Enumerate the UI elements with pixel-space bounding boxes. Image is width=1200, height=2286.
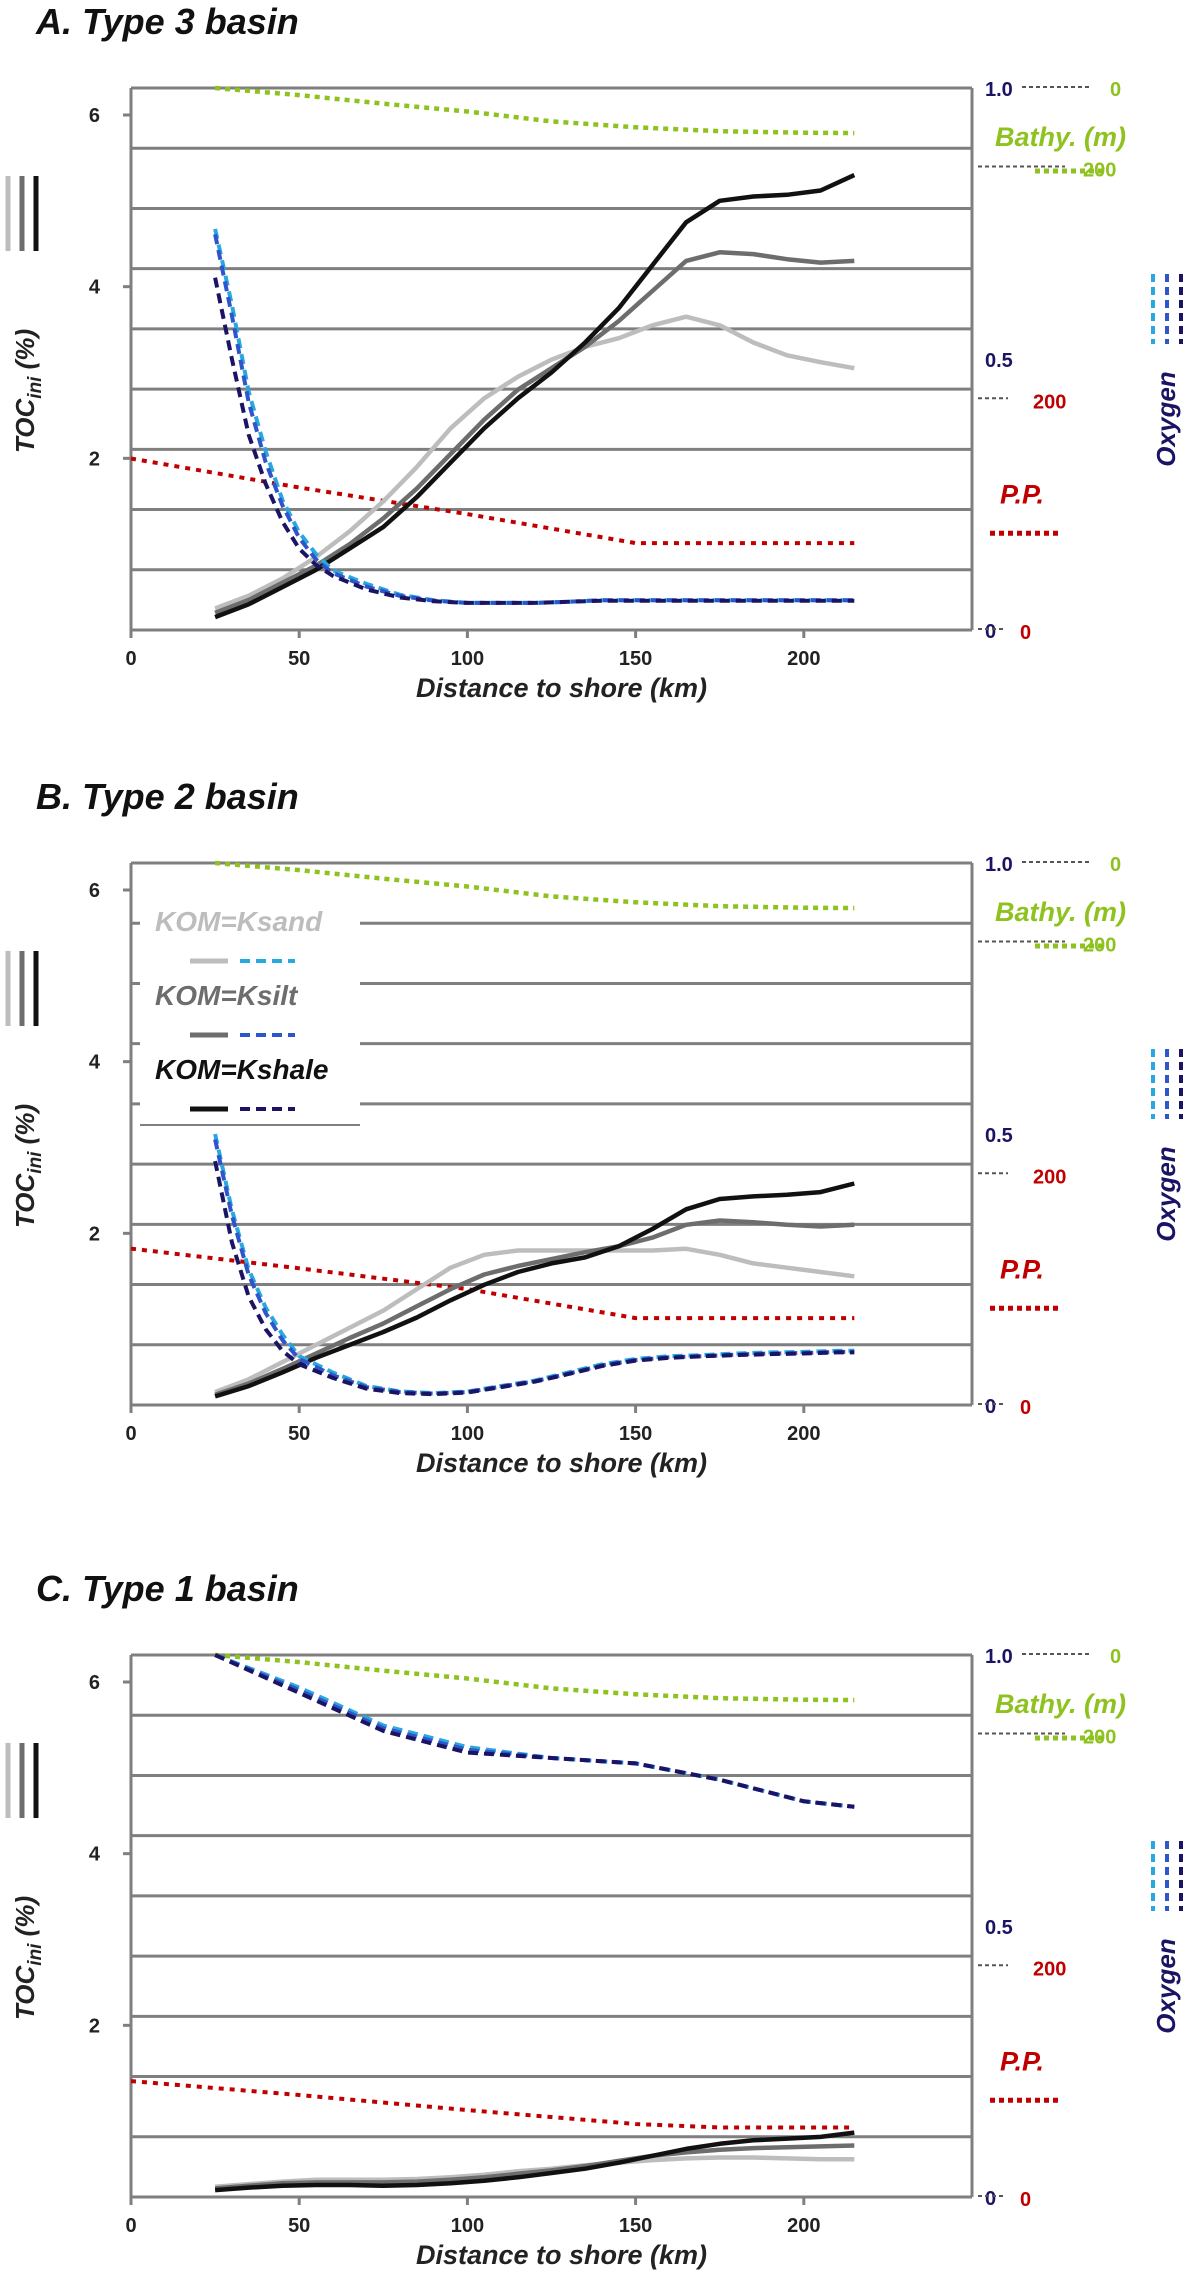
kom-legend: KOM=Ksand KOM=Ksilt KOM=Kshale bbox=[140, 890, 360, 1126]
x-tick-label: 50 bbox=[288, 1423, 310, 1445]
oxygen-axis-label: Oxygen bbox=[1151, 1146, 1181, 1241]
x-tick-label: 200 bbox=[787, 648, 820, 670]
bathy-axis-label: Bathy. (m) bbox=[995, 122, 1126, 152]
panel-title: C. Type 1 basin bbox=[36, 1568, 299, 1609]
y-tick-label: 6 bbox=[89, 1672, 100, 1694]
series-bathymetry bbox=[214, 860, 855, 911]
series-p-p- bbox=[130, 456, 855, 546]
gridlines bbox=[131, 1653, 972, 2139]
oxygen-tick-label: 0 bbox=[985, 2188, 996, 2210]
bathy-axis-label: Bathy. (m) bbox=[995, 897, 1126, 927]
panel-2: B. Type 2 basin 0 50 100 150 200 2 4 6 Distance t… bbox=[5, 776, 1183, 1478]
y-tick-label: 6 bbox=[89, 880, 100, 902]
bathy-tick-label: 0 bbox=[1110, 854, 1121, 876]
x-tick-label: 0 bbox=[125, 2215, 136, 2237]
series-toc-kom-ksand bbox=[214, 314, 855, 611]
y-tick-label: 2 bbox=[89, 448, 100, 470]
y-axis-label: TOCini (%) bbox=[10, 329, 46, 453]
y-tick-label: 4 bbox=[89, 277, 101, 299]
x-tick-label: 150 bbox=[619, 648, 652, 670]
x-axis-label: Distance to shore (km) bbox=[416, 2240, 707, 2270]
pp-axis-label: P.P. bbox=[1000, 479, 1044, 509]
series-oxygen-kom-kshale bbox=[213, 277, 855, 605]
pp-tick-label: 0 bbox=[1020, 622, 1031, 644]
series-toc-kom-ksand bbox=[214, 1246, 855, 1395]
series-oxygen-kom-kshale bbox=[214, 1653, 855, 1809]
y-tick-label: 2 bbox=[89, 1223, 100, 1245]
x-axis-label: Distance to shore (km) bbox=[416, 1448, 707, 1478]
oxygen-tick-label: 0.5 bbox=[985, 1125, 1013, 1147]
x-tick-label: 200 bbox=[787, 2215, 820, 2237]
pp-tick-label: 200 bbox=[1033, 1958, 1066, 1980]
panel-title: B. Type 2 basin bbox=[36, 776, 299, 817]
series-oxygen-kom-ksand bbox=[213, 228, 855, 605]
pp-axis-label: P.P. bbox=[1000, 2046, 1044, 2076]
pp-tick-label: 200 bbox=[1033, 391, 1066, 413]
oxygen-tick-label: 0 bbox=[985, 1396, 996, 1418]
legend-label-sand: KOM=Ksand bbox=[155, 906, 323, 937]
legend-label-silt: KOM=Ksilt bbox=[155, 980, 299, 1011]
series-layer bbox=[130, 860, 855, 1399]
oxygen-tick-label: 0.5 bbox=[985, 350, 1013, 372]
bathy-tick-label: 0 bbox=[1110, 79, 1121, 101]
pp-tick-label: 200 bbox=[1033, 1166, 1066, 1188]
pp-tick-label: 0 bbox=[1020, 1397, 1031, 1419]
x-tick-label: 150 bbox=[619, 1423, 652, 1445]
y-tick-label: 4 bbox=[89, 1052, 101, 1074]
series-oxygen-kom-ksilt bbox=[214, 1653, 855, 1809]
x-tick-label: 0 bbox=[125, 648, 136, 670]
series-toc-kom-kshale bbox=[214, 1181, 855, 1399]
pp-axis-label: P.P. bbox=[1000, 1254, 1044, 1284]
y-tick-label: 6 bbox=[89, 105, 100, 127]
series-oxygen-kom-kshale bbox=[213, 1160, 855, 1397]
series-layer bbox=[130, 85, 856, 620]
x-tick-label: 50 bbox=[288, 648, 310, 670]
panel-title: A. Type 3 basin bbox=[35, 1, 299, 42]
x-tick-label: 50 bbox=[288, 2215, 310, 2237]
series-oxygen-kom-ksand bbox=[214, 1653, 855, 1809]
oxygen-tick-label: 1.0 bbox=[985, 79, 1013, 101]
panel-1: A. Type 3 basin 0 50 100 150 200 2 4 6 Distance t… bbox=[5, 1, 1183, 703]
y-axis-label: TOCini (%) bbox=[10, 1104, 46, 1228]
series-layer bbox=[130, 1652, 855, 2193]
y-tick-label: 2 bbox=[89, 2015, 100, 2037]
x-axis-label: Distance to shore (km) bbox=[416, 673, 707, 703]
series-p-p- bbox=[130, 1246, 855, 1321]
pp-tick-label: 0 bbox=[1020, 2189, 1031, 2211]
y-tick-label: 4 bbox=[89, 1844, 101, 1866]
oxygen-tick-label: 0.5 bbox=[985, 1917, 1013, 1939]
legend-label-shale: KOM=Kshale bbox=[155, 1054, 329, 1085]
oxygen-axis-label: Oxygen bbox=[1151, 1938, 1181, 2033]
panel-3: C. Type 1 basin 0 50 100 150 200 2 4 6 Distance t… bbox=[5, 1568, 1183, 2270]
bathy-axis-label: Bathy. (m) bbox=[995, 1689, 1126, 1719]
series-bathymetry bbox=[214, 1652, 855, 1703]
x-tick-label: 100 bbox=[451, 1423, 484, 1445]
bathy-tick-label: 0 bbox=[1110, 1646, 1121, 1668]
oxygen-tick-label: 1.0 bbox=[985, 854, 1013, 876]
x-tick-label: 200 bbox=[787, 1423, 820, 1445]
oxygen-axis-label: Oxygen bbox=[1151, 371, 1181, 466]
x-tick-label: 100 bbox=[451, 648, 484, 670]
legend-background bbox=[140, 890, 360, 1122]
y-axis-label: TOCini (%) bbox=[10, 1896, 46, 2020]
gridlines bbox=[131, 86, 972, 572]
x-tick-label: 100 bbox=[451, 2215, 484, 2237]
series-bathymetry bbox=[214, 85, 855, 136]
oxygen-tick-label: 0 bbox=[985, 621, 996, 643]
series-p-p- bbox=[130, 2079, 855, 2130]
series-toc-kom-ksilt bbox=[214, 1218, 855, 1397]
x-tick-label: 150 bbox=[619, 2215, 652, 2237]
series-toc-kom-kshale bbox=[214, 2130, 855, 2193]
series-toc-kom-ksilt bbox=[214, 2143, 855, 2191]
series-oxygen-kom-ksilt bbox=[213, 233, 855, 605]
x-tick-label: 0 bbox=[125, 1423, 136, 1445]
oxygen-tick-label: 1.0 bbox=[985, 1646, 1013, 1668]
